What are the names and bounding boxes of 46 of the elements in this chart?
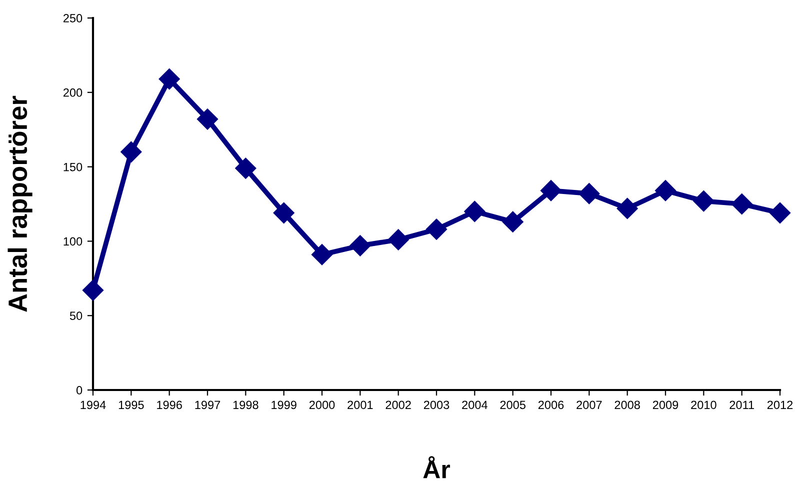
point — [426, 218, 448, 240]
x-tick-label: 2007 — [576, 400, 602, 410]
x-axis-title: År — [423, 456, 450, 478]
x-tick-label: 2004 — [462, 400, 488, 410]
point — [196, 108, 218, 130]
point — [388, 229, 409, 250]
x-tick-label: 2011 — [730, 400, 754, 410]
point — [654, 180, 676, 202]
y-tick-label: 100 — [64, 237, 82, 246]
x-tick-label: 2005 — [500, 400, 526, 410]
x-tick-label: 2002 — [386, 400, 411, 410]
y-axis-title: Antal rapportörer — [8, 96, 32, 312]
point — [273, 202, 294, 224]
point — [235, 158, 256, 179]
y-tick-label: 200 — [63, 88, 82, 97]
x-tick-label: 1995 — [118, 400, 144, 410]
y-tick-label: 150 — [64, 162, 82, 172]
x-tick-label: 2012 — [767, 400, 793, 410]
x-tick-label: 1996 — [157, 400, 182, 410]
point — [616, 198, 638, 219]
point — [693, 190, 714, 212]
point — [120, 141, 142, 162]
y-tick-label: 0 — [76, 386, 82, 394]
point — [731, 193, 752, 215]
x-tick-label: 2001 — [348, 400, 373, 410]
point — [578, 183, 600, 204]
point — [82, 280, 104, 301]
y-tick-label: 250 — [63, 14, 82, 22]
x-tick-label: 2003 — [424, 400, 450, 410]
x-tick-label: 1994 — [80, 400, 106, 410]
x-tick-label: 1997 — [195, 400, 220, 410]
x-tick-label: 2009 — [652, 400, 678, 410]
x-tick-label: 2008 — [614, 400, 640, 410]
point — [769, 202, 791, 224]
point — [464, 200, 486, 222]
point — [311, 244, 333, 266]
x-tick-label: 2010 — [691, 400, 716, 410]
y-tick-label: 50 — [70, 312, 82, 320]
x-tick-label: 1999 — [272, 400, 296, 410]
point — [502, 211, 524, 232]
point — [540, 180, 562, 202]
x-tick-label: 2000 — [309, 400, 335, 410]
x-tick-label: 2006 — [538, 400, 564, 410]
point — [158, 68, 180, 90]
x-tick-label: 1998 — [233, 400, 258, 410]
point — [350, 235, 371, 256]
